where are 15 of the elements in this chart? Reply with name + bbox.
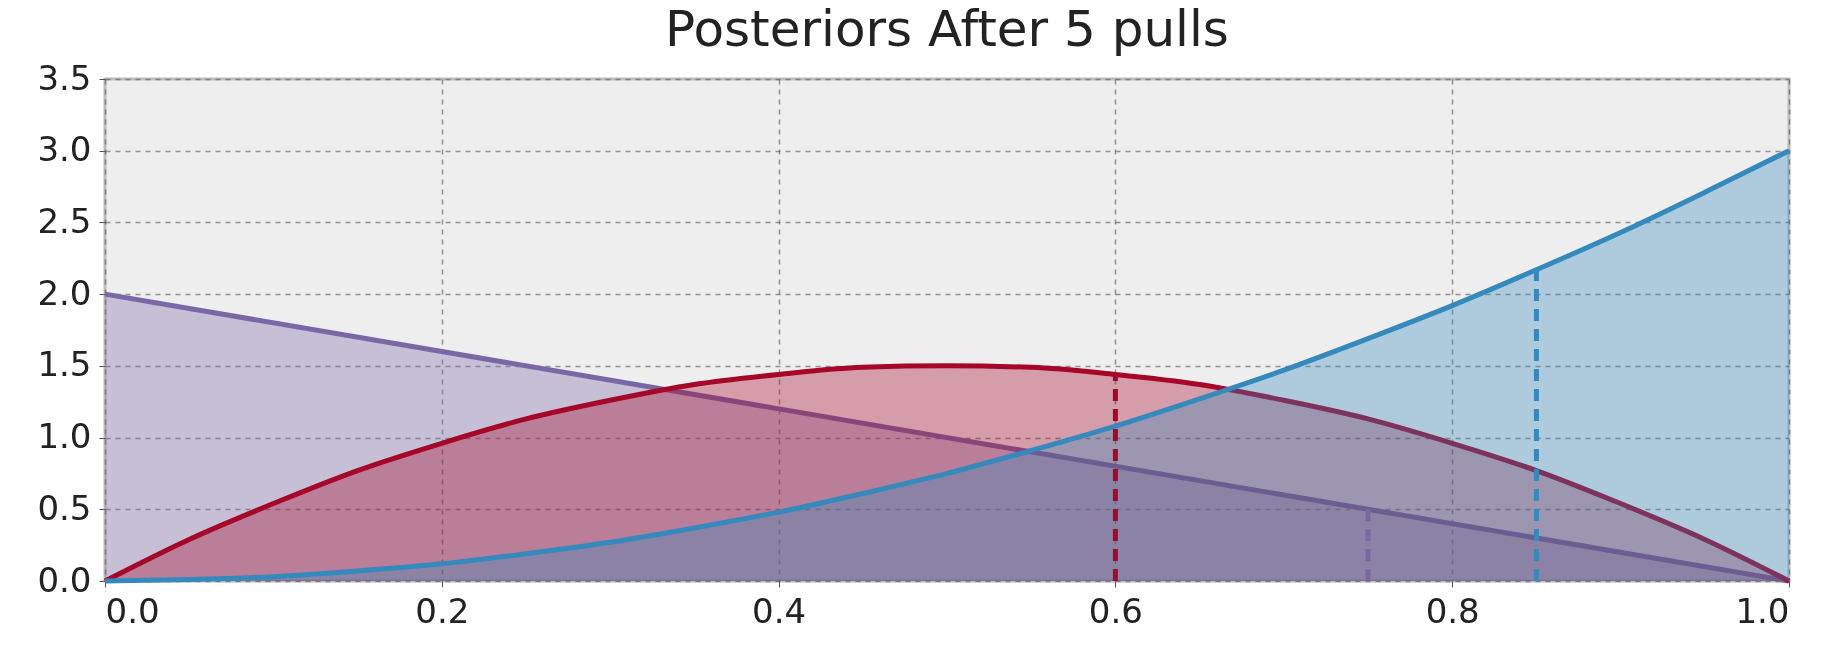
y-tick-label: 3.5 (37, 57, 92, 98)
x-tick-label: 0.4 (752, 590, 807, 631)
y-tick-label: 0.5 (37, 487, 92, 528)
y-tick-label: 2.5 (37, 200, 92, 241)
x-tick-label: 0.8 (1425, 590, 1480, 631)
x-tick-label: 1.0 (1735, 590, 1790, 631)
x-tick-label: 0.2 (415, 590, 470, 631)
x-tick-label: 0.6 (1088, 590, 1143, 631)
chart-title: Posteriors After 5 pulls (665, 0, 1229, 58)
y-tick-label: 1.5 (37, 344, 92, 385)
y-tick-label: 0.0 (37, 559, 92, 600)
y-tick-label: 1.0 (37, 416, 92, 457)
y-tick-label: 2.0 (37, 272, 92, 313)
x-tick-label: 0.0 (105, 590, 160, 631)
y-tick-label: 3.0 (37, 129, 92, 170)
